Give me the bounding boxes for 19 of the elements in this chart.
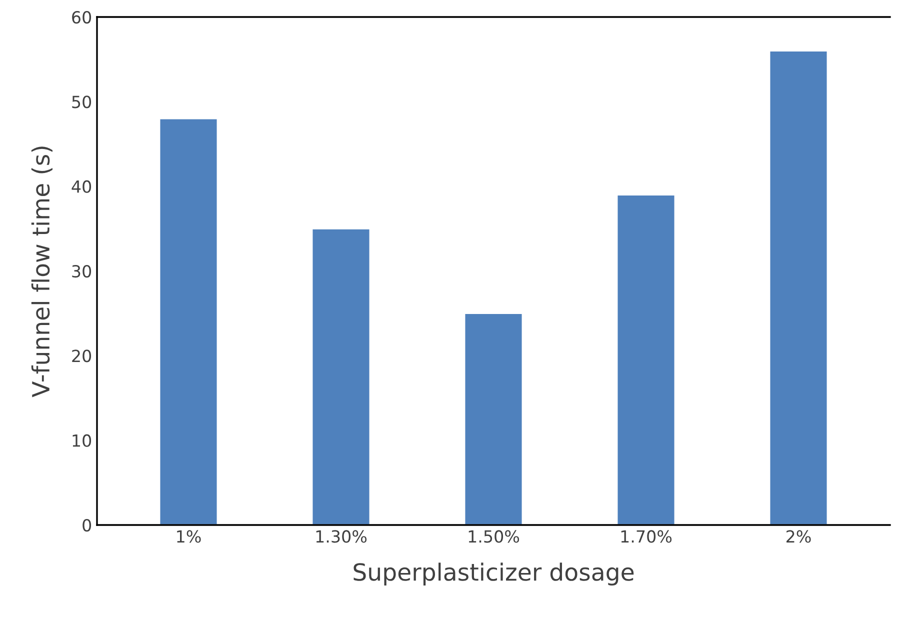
x-tick-label: 1.50% (468, 530, 520, 543)
y-tick-label: 10 (72, 434, 92, 447)
y-tick-label: 50 (72, 96, 92, 108)
bar (464, 312, 524, 525)
x-tick-label: 2% (786, 530, 811, 543)
y-tick-label: 60 (72, 10, 92, 24)
bar (616, 194, 676, 525)
bar (768, 50, 828, 525)
y-tick-label: 30 (72, 264, 92, 278)
y-tick-label: 40 (72, 180, 92, 193)
y-axis-title: V-funnel flow time (s) (31, 146, 52, 398)
bar (311, 228, 371, 525)
y-tick-label: 20 (72, 350, 92, 362)
x-axis-title: Superplasticizer dosage (354, 562, 634, 586)
y-tick-label: 0 (82, 518, 92, 532)
x-tick-label: 1.30% (316, 530, 367, 543)
x-tick-label: 1% (177, 530, 201, 543)
bar (158, 118, 218, 525)
x-tick-label: 1.70% (621, 530, 672, 543)
